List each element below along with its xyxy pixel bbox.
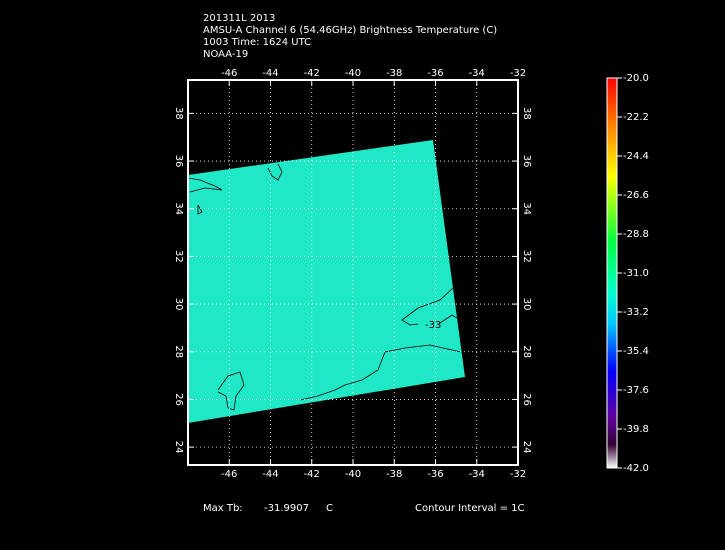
contour bbox=[217, 371, 245, 411]
lat-label: 28 bbox=[173, 345, 184, 358]
lon-label: -32 bbox=[510, 68, 526, 79]
lat-label: 24 bbox=[521, 441, 532, 454]
footer-unit: C bbox=[326, 503, 333, 514]
lon-label: -34 bbox=[469, 68, 485, 79]
lat-label: 28 bbox=[521, 345, 532, 358]
colorbar-label: -39.8 bbox=[623, 424, 649, 435]
lon-label: -42 bbox=[304, 68, 320, 79]
contour bbox=[299, 344, 462, 401]
lat-label: 26 bbox=[173, 393, 184, 406]
colorbar-label: -24.4 bbox=[623, 151, 649, 162]
colorbar-label: -37.6 bbox=[623, 385, 649, 396]
lat-label: 36 bbox=[173, 155, 184, 168]
lat-label: 30 bbox=[173, 298, 184, 311]
header-line: AMSU-A Channel 6 (54.46GHz) Brightness T… bbox=[203, 25, 497, 36]
footer-label: Max Tb: bbox=[203, 503, 243, 514]
lat-label: 26 bbox=[521, 393, 532, 406]
colorbar-label: -33.2 bbox=[623, 307, 649, 318]
lon-label: -40 bbox=[345, 68, 361, 79]
lon-label: -38 bbox=[386, 469, 402, 480]
lon-label: -46 bbox=[221, 68, 237, 79]
lon-label: -42 bbox=[304, 469, 320, 480]
lat-label: 34 bbox=[521, 202, 532, 215]
colorbar bbox=[606, 77, 618, 469]
lat-label: 24 bbox=[173, 441, 184, 454]
footer-interval: Contour Interval = 1C bbox=[415, 503, 525, 514]
contour bbox=[439, 314, 458, 324]
lon-label: -36 bbox=[427, 469, 443, 480]
lat-label: 32 bbox=[521, 250, 532, 263]
lat-label: 36 bbox=[521, 155, 532, 168]
colorbar-label: -26.6 bbox=[623, 190, 649, 201]
lat-label: 30 bbox=[521, 298, 532, 311]
contour bbox=[267, 163, 283, 181]
colorbar-label: -22.2 bbox=[623, 112, 649, 123]
contour bbox=[188, 177, 223, 193]
lon-label: -44 bbox=[262, 68, 278, 79]
lon-label: -34 bbox=[469, 469, 485, 480]
lat-label: 38 bbox=[173, 107, 184, 120]
lon-label: -46 bbox=[221, 469, 237, 480]
lon-label: -38 bbox=[386, 68, 402, 79]
lon-label: -44 bbox=[262, 469, 278, 480]
lat-label: 32 bbox=[173, 250, 184, 263]
contours bbox=[188, 163, 462, 411]
header-line: 1003 Time: 1624 UTC bbox=[203, 37, 311, 48]
contour bbox=[401, 287, 454, 326]
lat-label: 38 bbox=[521, 107, 532, 120]
lon-label: -32 bbox=[510, 469, 526, 480]
swath-fill bbox=[188, 140, 465, 423]
colorbar-label: -20.0 bbox=[623, 73, 649, 84]
footer-value: -31.9907 bbox=[264, 503, 309, 514]
contour-label: -33 bbox=[425, 320, 441, 331]
swath bbox=[188, 140, 465, 423]
colorbar-label: -35.4 bbox=[623, 346, 649, 357]
colorbar-label: -31.0 bbox=[623, 268, 649, 279]
lon-label: -40 bbox=[345, 469, 361, 480]
lat-label: 34 bbox=[173, 202, 184, 215]
colorbar-label: -28.8 bbox=[623, 229, 649, 240]
header-line: 201311L 2013 bbox=[203, 13, 275, 24]
colorbar-label: -42.0 bbox=[623, 463, 649, 474]
lon-label: -36 bbox=[427, 68, 443, 79]
header-line: NOAA-19 bbox=[203, 49, 248, 60]
